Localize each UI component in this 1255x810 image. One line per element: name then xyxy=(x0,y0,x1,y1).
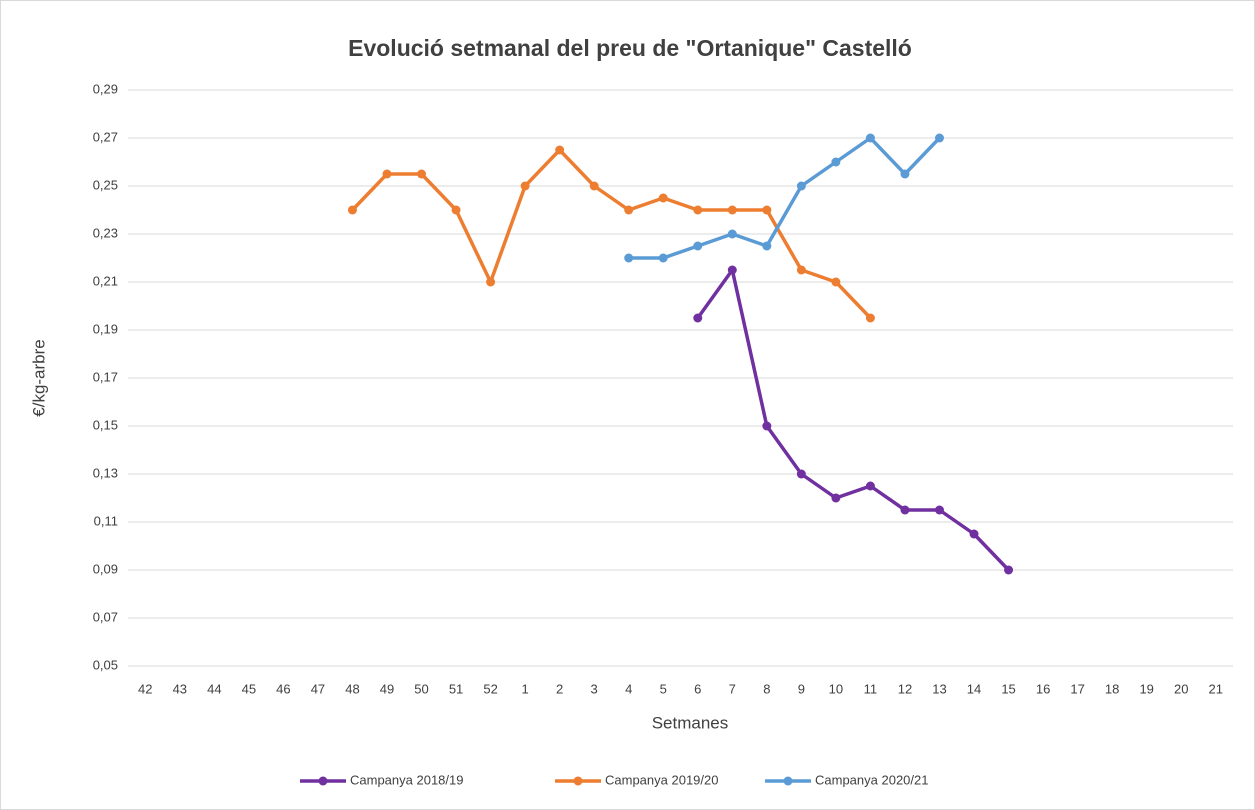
x-tick-label: 19 xyxy=(1139,681,1153,696)
data-point xyxy=(900,505,910,515)
x-tick-label: 52 xyxy=(483,681,497,696)
y-tick-label: 0,05 xyxy=(93,657,118,672)
x-tick-label: 49 xyxy=(380,681,394,696)
data-point xyxy=(658,253,668,263)
x-tick-label: 45 xyxy=(242,681,256,696)
y-tick-label: 0,15 xyxy=(93,417,118,432)
chart-title: Evolució setmanal del preu de "Ortanique… xyxy=(348,35,912,61)
data-point xyxy=(382,169,392,179)
x-tick-label: 12 xyxy=(898,681,912,696)
x-tick-label: 3 xyxy=(591,681,598,696)
data-point xyxy=(693,241,703,251)
data-point xyxy=(796,265,806,275)
y-tick-label: 0,19 xyxy=(93,321,118,336)
data-point xyxy=(727,229,737,239)
data-point xyxy=(762,421,772,431)
x-tick-label: 14 xyxy=(967,681,981,696)
x-tick-label: 5 xyxy=(660,681,667,696)
y-tick-label: 0,21 xyxy=(93,273,118,288)
data-point xyxy=(831,277,841,287)
y-tick-label: 0,17 xyxy=(93,369,118,384)
data-point xyxy=(693,205,703,215)
x-axis-title: Setmanes xyxy=(652,713,729,732)
y-tick-label: 0,07 xyxy=(93,609,118,624)
data-point xyxy=(555,145,565,155)
x-tick-label: 21 xyxy=(1209,681,1223,696)
data-point xyxy=(727,205,737,215)
data-point xyxy=(865,481,875,491)
data-point xyxy=(1004,565,1014,575)
data-point xyxy=(796,469,806,479)
x-tick-label: 51 xyxy=(449,681,463,696)
data-point xyxy=(796,181,806,191)
legend-marker xyxy=(573,776,583,786)
data-point xyxy=(831,157,841,167)
x-tick-label: 44 xyxy=(207,681,221,696)
data-point xyxy=(486,277,496,287)
y-tick-label: 0,09 xyxy=(93,561,118,576)
data-point xyxy=(900,169,910,179)
x-tick-label: 16 xyxy=(1036,681,1050,696)
data-point xyxy=(624,205,634,215)
data-point xyxy=(693,313,703,323)
data-point xyxy=(727,265,737,275)
x-tick-label: 13 xyxy=(932,681,946,696)
x-tick-label: 10 xyxy=(829,681,843,696)
x-tick-label: 50 xyxy=(414,681,428,696)
data-point xyxy=(658,193,668,203)
x-tick-label: 9 xyxy=(798,681,805,696)
x-tick-label: 4 xyxy=(625,681,632,696)
x-tick-label: 18 xyxy=(1105,681,1119,696)
data-point xyxy=(865,313,875,323)
data-point xyxy=(589,181,599,191)
data-point xyxy=(347,205,357,215)
y-tick-label: 0,27 xyxy=(93,129,118,144)
x-tick-label: 43 xyxy=(173,681,187,696)
series-line xyxy=(351,148,872,320)
legend-marker xyxy=(783,776,793,786)
y-tick-label: 0,29 xyxy=(93,81,118,96)
data-point xyxy=(762,205,772,215)
x-tick-label: 20 xyxy=(1174,681,1188,696)
x-tick-label: 42 xyxy=(138,681,152,696)
x-tick-label: 47 xyxy=(311,681,325,696)
x-tick-label: 7 xyxy=(729,681,736,696)
data-point xyxy=(934,505,944,515)
x-tick-label: 17 xyxy=(1070,681,1084,696)
data-point xyxy=(520,181,530,191)
legend-label: Campanya 2020/21 xyxy=(815,772,928,787)
x-tick-label: 2 xyxy=(556,681,563,696)
legend-marker xyxy=(318,776,328,786)
x-tick-label: 8 xyxy=(763,681,770,696)
x-tick-label: 1 xyxy=(521,681,528,696)
data-point xyxy=(969,529,979,539)
legend-label: Campanya 2019/20 xyxy=(605,772,718,787)
y-tick-label: 0,25 xyxy=(93,177,118,192)
y-tick-label: 0,11 xyxy=(94,513,118,528)
legend-label: Campanya 2018/19 xyxy=(350,772,463,787)
data-point xyxy=(762,241,772,251)
data-point xyxy=(934,133,944,143)
data-point xyxy=(831,493,841,503)
y-tick-label: 0,23 xyxy=(93,225,118,240)
series-line xyxy=(696,268,1010,572)
x-tick-label: 48 xyxy=(345,681,359,696)
x-tick-label: 15 xyxy=(1001,681,1015,696)
data-point xyxy=(451,205,461,215)
x-tick-label: 46 xyxy=(276,681,290,696)
data-point xyxy=(865,133,875,143)
x-tick-label: 6 xyxy=(694,681,701,696)
y-axis-title: €/kg-arbre xyxy=(29,339,48,416)
data-point xyxy=(624,253,634,263)
data-point xyxy=(417,169,427,179)
series-line xyxy=(628,136,941,260)
x-tick-label: 11 xyxy=(864,681,878,696)
y-tick-label: 0,13 xyxy=(93,465,118,480)
